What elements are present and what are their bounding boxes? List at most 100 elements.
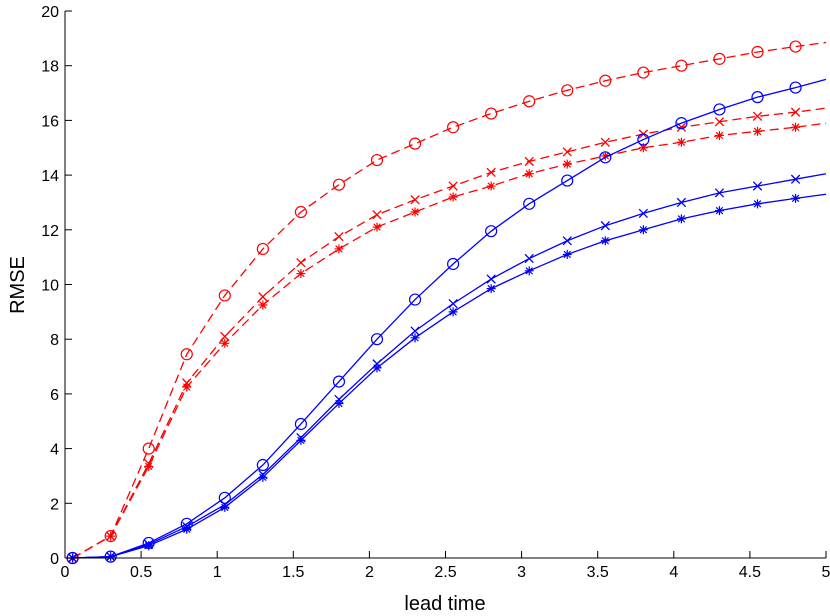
data-point-star-marker bbox=[410, 333, 420, 343]
data-point-star-marker bbox=[296, 435, 306, 445]
data-point-x-marker bbox=[790, 107, 801, 117]
data-point-x-marker bbox=[448, 181, 458, 191]
data-point-circle-marker bbox=[485, 225, 498, 238]
y-tick-label: 8 bbox=[50, 332, 59, 349]
data-point-circle-marker bbox=[370, 333, 384, 346]
series-4 bbox=[66, 78, 827, 565]
series-layer bbox=[66, 40, 827, 565]
data-point-x-marker bbox=[714, 188, 725, 198]
data-point-x-marker bbox=[410, 326, 420, 336]
data-point-x-marker bbox=[486, 274, 496, 284]
x-tick-label: 1 bbox=[213, 564, 222, 581]
data-point-circle-marker bbox=[256, 458, 269, 472]
y-tick-label: 12 bbox=[41, 223, 59, 240]
data-point-x-marker bbox=[410, 195, 420, 205]
data-point-x-marker bbox=[524, 253, 534, 264]
data-point-circle-marker bbox=[523, 197, 536, 210]
data-point-star-marker bbox=[524, 266, 534, 276]
data-point-x-marker bbox=[676, 197, 687, 208]
data-point-circle-marker bbox=[180, 348, 193, 361]
x-axis-title: lead time bbox=[404, 593, 485, 615]
data-point-circle-marker bbox=[142, 442, 155, 455]
y-tick-label: 2 bbox=[50, 496, 59, 513]
series-3-line bbox=[72, 122, 827, 559]
data-point-star-marker bbox=[144, 461, 154, 471]
data-point-circle-marker bbox=[332, 178, 346, 191]
data-point-star-marker bbox=[144, 541, 154, 551]
data-point-star-marker bbox=[182, 382, 192, 392]
data-point-star-marker bbox=[600, 236, 610, 246]
data-point-star-marker bbox=[296, 269, 306, 279]
plot-background bbox=[65, 11, 826, 558]
data-point-x-marker bbox=[752, 111, 763, 121]
data-point-star-marker bbox=[791, 193, 801, 203]
data-point-circle-marker bbox=[104, 530, 117, 543]
data-point-star-marker bbox=[448, 192, 458, 202]
x-tick-label: 3.5 bbox=[587, 564, 609, 581]
data-point-star-marker bbox=[258, 472, 268, 482]
data-point-x-marker bbox=[524, 156, 534, 167]
data-point-star-marker bbox=[714, 206, 724, 216]
data-point-star-marker bbox=[486, 284, 496, 294]
x-tick-label: 0.5 bbox=[130, 564, 152, 581]
data-point-circle-marker bbox=[675, 117, 688, 130]
data-point-x-marker bbox=[486, 167, 496, 178]
x-tick-label: 4.5 bbox=[739, 564, 761, 581]
data-point-circle-marker bbox=[294, 417, 308, 431]
data-point-circle-marker bbox=[447, 121, 460, 134]
series-6 bbox=[68, 193, 827, 563]
data-point-star-marker bbox=[753, 126, 763, 136]
data-point-x-marker bbox=[258, 292, 268, 302]
series-4-line bbox=[72, 78, 827, 559]
series-3 bbox=[68, 122, 827, 563]
data-point-star-marker bbox=[791, 122, 801, 132]
x-tick-label: 1.5 bbox=[282, 564, 304, 581]
data-point-circle-marker bbox=[561, 174, 574, 187]
y-tick-label: 14 bbox=[41, 168, 59, 185]
data-point-x-marker bbox=[334, 231, 344, 242]
x-tick-label: 5 bbox=[822, 564, 830, 581]
data-point-star-marker bbox=[524, 169, 534, 179]
data-point-star-marker bbox=[753, 199, 763, 209]
y-tick-label: 6 bbox=[50, 387, 59, 404]
data-point-star-marker bbox=[334, 398, 344, 408]
data-point-circle-marker bbox=[485, 107, 498, 120]
y-tick-label: 4 bbox=[50, 442, 59, 459]
data-point-star-marker bbox=[676, 214, 686, 224]
data-point-star-marker bbox=[676, 137, 686, 147]
axes-layer: 0 0.5 1 1.5 2 2.5 3 3.5 4 4.5 5 0 2 4 6 8 10 12 14 16 18 20 bbox=[41, 4, 830, 581]
data-point-circle-marker bbox=[408, 293, 422, 306]
data-point-circle-marker bbox=[523, 95, 536, 108]
data-point-circle-marker bbox=[370, 153, 384, 167]
series-1-line bbox=[72, 41, 827, 559]
data-point-circle-marker bbox=[751, 91, 764, 104]
data-point-star-marker bbox=[182, 524, 192, 534]
data-point-star-marker bbox=[448, 307, 458, 317]
data-point-x-marker bbox=[714, 117, 725, 127]
x-tick-label: 2 bbox=[365, 564, 374, 581]
data-point-circle-marker bbox=[713, 52, 726, 65]
x-tick-label: 2.5 bbox=[434, 564, 456, 581]
data-point-circle-marker bbox=[332, 375, 346, 388]
y-axis-title: RMSE bbox=[7, 256, 29, 314]
data-point-x-marker bbox=[220, 331, 230, 342]
x-tick-label: 3 bbox=[517, 564, 526, 581]
data-point-x-marker bbox=[372, 210, 382, 220]
data-point-star-marker bbox=[372, 222, 382, 232]
data-point-circle-marker bbox=[599, 151, 612, 164]
data-point-circle-marker bbox=[789, 40, 802, 53]
y-tick-label: 18 bbox=[41, 59, 59, 76]
data-point-star-marker bbox=[106, 552, 116, 562]
x-tick-label: 4 bbox=[669, 564, 678, 581]
data-point-circle-marker bbox=[751, 45, 764, 59]
data-point-star-marker bbox=[600, 151, 610, 161]
y-tick-label: 0 bbox=[50, 551, 59, 568]
y-tick-label: 10 bbox=[41, 278, 59, 295]
data-point-star-marker bbox=[220, 338, 230, 348]
data-point-star-marker bbox=[486, 181, 496, 191]
data-point-circle-marker bbox=[789, 81, 802, 94]
data-point-x-marker bbox=[562, 236, 572, 246]
data-point-circle-marker bbox=[561, 84, 574, 97]
data-point-circle-marker bbox=[408, 137, 422, 150]
